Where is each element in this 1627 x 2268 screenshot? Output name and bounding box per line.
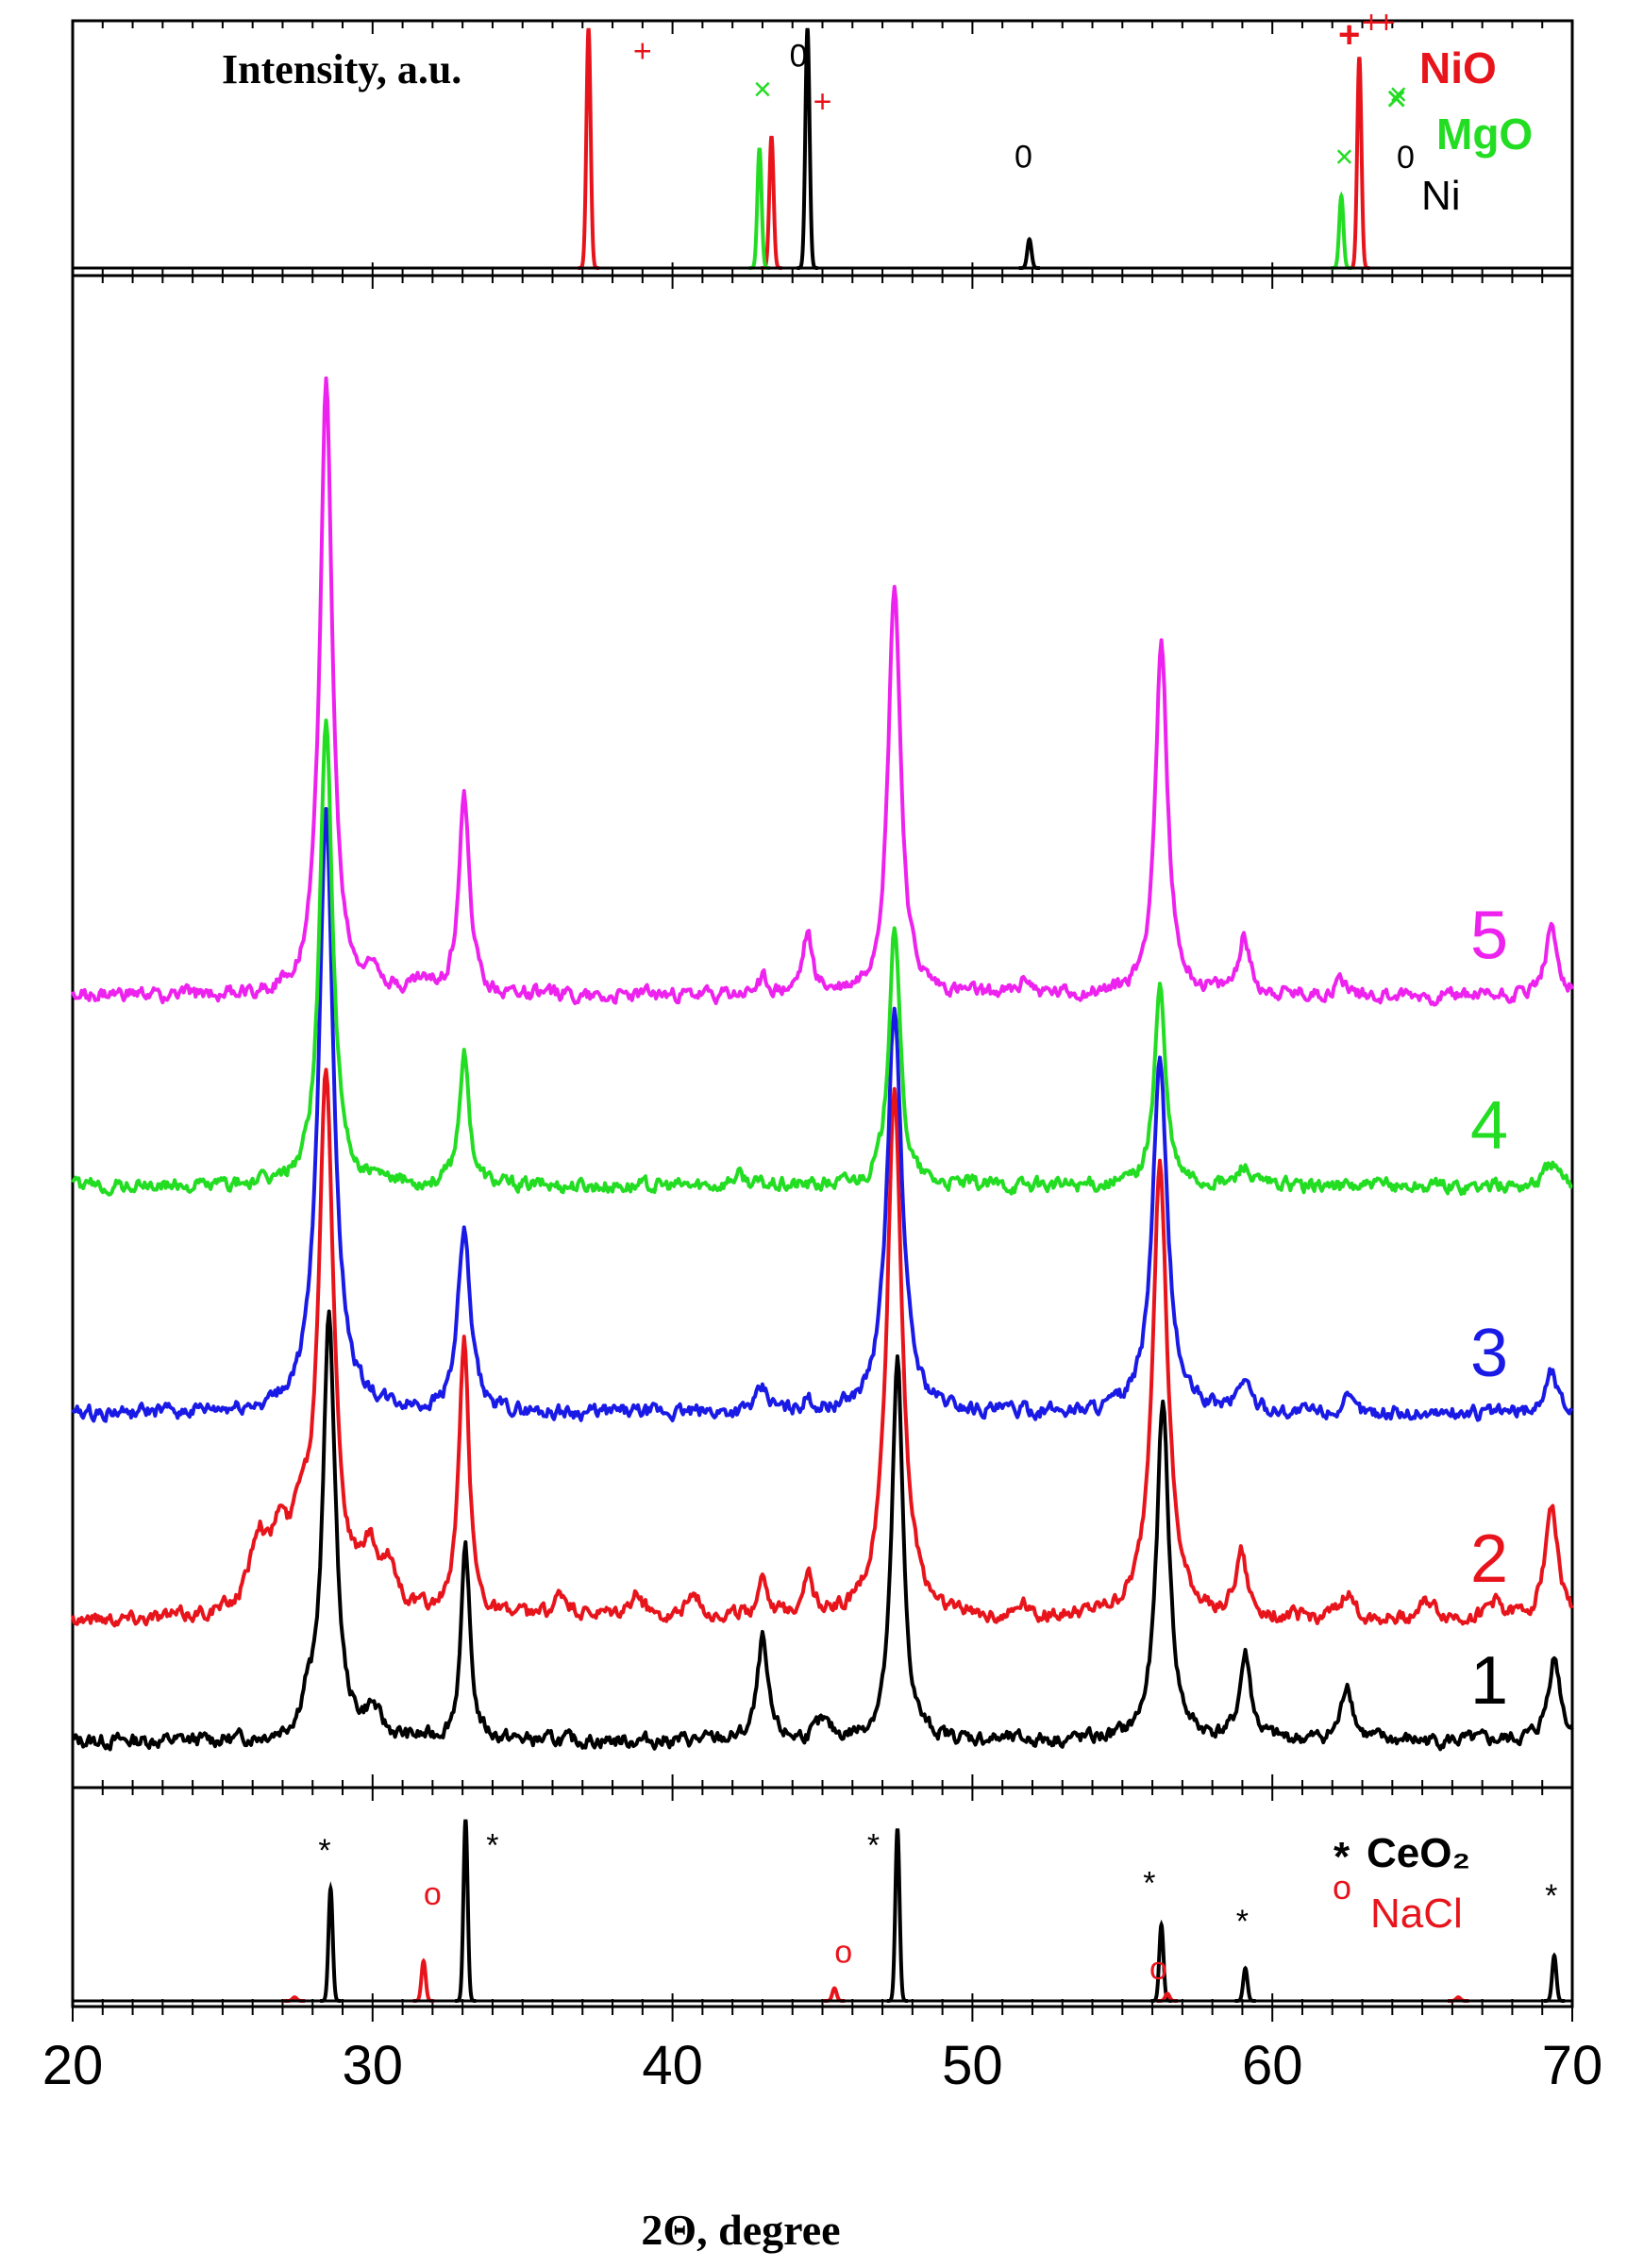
reference-peak-mgo — [1331, 191, 1352, 270]
x-tick-label: 70 — [1542, 2035, 1603, 2096]
pattern-curves: 1 2 3 4 5 — [71, 376, 1574, 1752]
peak-marker-mgo: × — [1335, 139, 1354, 175]
reference-peak-nacl — [412, 1957, 434, 2003]
peak-marker-nacl: o — [1149, 1951, 1167, 1987]
top-reference-bars — [73, 27, 1572, 270]
peak-marker-nio: + — [633, 34, 652, 70]
axis-ticks — [72, 21, 1573, 2022]
peak-marker-ceo2: * — [486, 1827, 498, 1863]
reference-peak-ceo2 — [1234, 1965, 1256, 2003]
x-tick-label: 20 — [42, 2035, 104, 2096]
legend-mgo-label: MgO — [1436, 109, 1533, 159]
peak-marker-ni: 0 — [790, 39, 808, 75]
peak-marker-nacl: o — [424, 1876, 442, 1912]
x-tick-label: 40 — [642, 2035, 703, 2096]
peak-marker-ni: 0 — [1015, 139, 1032, 175]
reference-peak-ceo2 — [1543, 1952, 1566, 2003]
peak-marker-ceo2: * — [1545, 1878, 1557, 1914]
peak-marker-mgo: × — [753, 72, 772, 108]
pattern-label-2: 2 — [1470, 1521, 1508, 1597]
peak-marker-nio: + — [1377, 5, 1396, 41]
legend-nacl-label: NaCl — [1370, 1890, 1463, 1937]
peak-marker-nacl: o — [834, 1935, 852, 1971]
pattern-curve-4 — [71, 718, 1573, 1197]
reference-peak-ceo2 — [320, 1881, 342, 2003]
peak-markers: ++++×××00* * ****oo o — [318, 5, 1557, 1987]
legend-ni-label: Ni — [1421, 173, 1461, 219]
x-axis-label: 2Θ, degree — [641, 2206, 840, 2254]
y-axis-label: Intensity, a.u. — [222, 46, 461, 92]
pattern-curve-1 — [72, 1309, 1574, 1752]
legend-nio-label: NiO — [1419, 43, 1497, 92]
pattern-curve-5 — [71, 376, 1574, 1007]
x-tick-label: 50 — [942, 2035, 1003, 2096]
x-tick-label: 60 — [1242, 2035, 1303, 2096]
peak-marker-nio: + — [1362, 5, 1381, 41]
legend-nio-marker: + — [1338, 14, 1360, 56]
legend-mgo-marker: × — [1385, 78, 1407, 120]
peak-marker-nio: + — [814, 84, 832, 120]
legend-ceo2-label: CeO₂ — [1367, 1830, 1470, 1876]
pattern-label-1: 1 — [1470, 1643, 1508, 1719]
peak-marker-ceo2: * — [318, 1833, 330, 1869]
reference-peak-ni — [1018, 236, 1040, 270]
x-tick-label: 30 — [343, 2035, 404, 2096]
peak-marker-ceo2: * — [1236, 1904, 1249, 1940]
x-tick-labels: 20 30 40 50 60 70 — [42, 2035, 1603, 2096]
pattern-label-4: 4 — [1470, 1088, 1508, 1164]
reference-peak-nacl — [824, 1986, 846, 2003]
reference-peak-nio — [578, 27, 599, 270]
pattern-label-3: 3 — [1470, 1316, 1508, 1391]
peak-marker-mgo: × — [1389, 76, 1408, 112]
main-pattern-panel — [71, 274, 1574, 1789]
reference-peak-ceo2 — [886, 1828, 909, 2003]
peak-marker-ceo2: * — [1143, 1866, 1155, 1902]
reference-peak-ceo2 — [455, 1819, 477, 2003]
pattern-curve-2 — [71, 1067, 1574, 1628]
peak-marker-ceo2: * — [867, 1827, 880, 1863]
legend-nacl-marker: o — [1333, 1868, 1351, 1907]
legend-ni-marker: 0 — [1397, 140, 1415, 176]
bottom-reference-bars — [73, 1819, 1572, 2003]
pattern-label-5: 5 — [1470, 898, 1508, 973]
pattern-curve-3 — [71, 806, 1574, 1423]
legend-ceo2-marker: * — [1333, 1834, 1350, 1880]
